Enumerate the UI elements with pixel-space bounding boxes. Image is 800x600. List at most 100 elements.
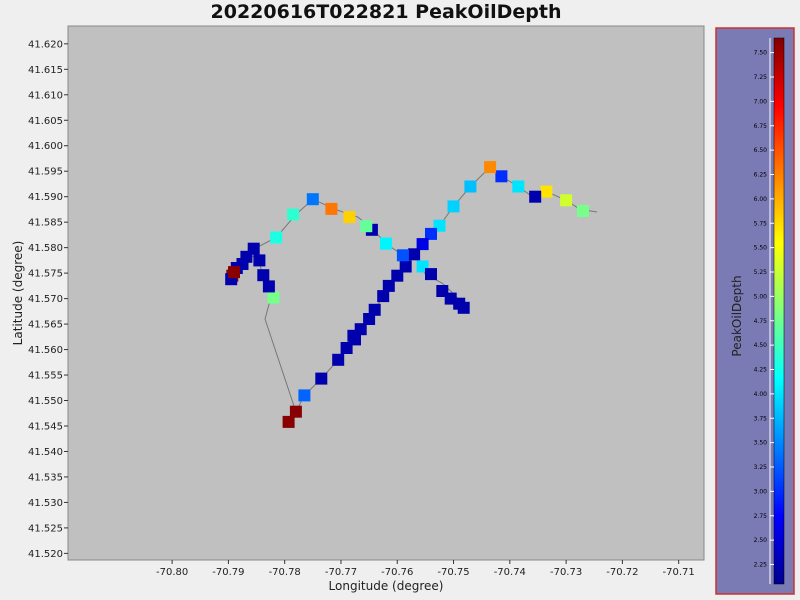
colorbar-panel: 2.25 2.50 2.75 3.00 3.25 3.50 3.75 4.00 4.25 4.50… — [715, 27, 795, 595]
x-tick-label: -70.76 — [381, 567, 413, 578]
data-point — [457, 301, 470, 314]
data-point — [306, 193, 319, 206]
colorbar-tick-label: 5.75 — [754, 220, 768, 227]
colorbar-ticks: 2.25 2.50 2.75 3.00 3.25 3.50 3.75 4.00 4.25 4.50… — [754, 50, 774, 569]
chart-title: 20220616T022821 PeakOilDepth — [210, 1, 562, 23]
data-point — [240, 250, 253, 263]
y-tick-label: 41.570 — [28, 294, 63, 305]
data-point — [464, 180, 477, 193]
x-tick-label: -70.71 — [663, 567, 695, 578]
y-tick-label: 41.580 — [28, 243, 63, 254]
colorbar-tick-label: 7.25 — [754, 74, 768, 81]
colorbar-tick-label: 2.75 — [754, 513, 768, 520]
colorbar-tick-label: 7.50 — [754, 50, 768, 57]
data-point — [289, 405, 302, 418]
data-point — [408, 248, 421, 261]
x-tick-label: -70.75 — [437, 567, 469, 578]
x-tick-label: -70.78 — [269, 567, 301, 578]
colorbar-tick-label: 3.75 — [754, 415, 768, 422]
data-point — [540, 185, 553, 198]
data-point — [396, 249, 409, 262]
x-tick-label: -70.80 — [156, 567, 188, 578]
y-tick-label: 41.535 — [28, 472, 63, 483]
colorbar-tick-label: 6.75 — [754, 123, 768, 130]
x-tick-label: -70.79 — [212, 567, 244, 578]
y-tick-label: 41.540 — [28, 447, 63, 458]
data-point — [287, 208, 300, 221]
data-point — [363, 313, 376, 325]
data-point — [360, 220, 373, 233]
data-point — [380, 237, 392, 250]
colorbar-tick-label: 6.25 — [754, 172, 768, 179]
x-axis: -70.80 -70.79 -70.78 -70.77 -70.76 -70.75 -70.… — [156, 560, 695, 578]
data-point — [267, 291, 280, 304]
y-tick-label: 41.585 — [28, 218, 63, 229]
colorbar-tick-label: 4.00 — [754, 391, 768, 398]
colorbar-tick-label: 4.25 — [754, 367, 768, 374]
colorbar-tick-label: 4.75 — [754, 318, 768, 325]
x-tick-label: -70.74 — [494, 567, 526, 578]
y-tick-label: 41.610 — [28, 90, 63, 101]
data-point — [399, 260, 412, 273]
data-point — [325, 202, 338, 215]
data-point — [529, 190, 542, 203]
colorbar-tick-label: 3.25 — [754, 464, 768, 471]
data-point — [343, 211, 356, 224]
data-point — [253, 254, 266, 267]
colorbar-tick-label: 6.00 — [754, 196, 768, 203]
y-tick-label: 41.595 — [28, 167, 63, 178]
x-axis-label: Longitude (degree) — [329, 579, 444, 593]
x-tick-label: -70.73 — [550, 567, 582, 578]
data-point — [298, 389, 311, 402]
y-tick-label: 41.545 — [28, 421, 63, 432]
y-tick-label: 41.620 — [28, 39, 63, 50]
colorbar-tick-label: 2.50 — [754, 537, 768, 544]
y-tick-label: 41.615 — [28, 65, 63, 76]
y-tick-label: 41.600 — [28, 141, 63, 152]
y-tick-label: 41.590 — [28, 192, 63, 203]
y-tick-label: 41.520 — [28, 549, 63, 560]
y-tick-label: 41.560 — [28, 345, 63, 356]
colorbar-tick-label: 4.50 — [754, 342, 768, 349]
data-point — [560, 194, 573, 207]
data-point — [377, 290, 390, 303]
data-point — [484, 161, 497, 174]
data-point — [447, 200, 460, 213]
data-point — [270, 231, 283, 244]
colorbar-tick-label: 5.50 — [754, 245, 768, 252]
colorbar-tick-label: 3.00 — [754, 488, 768, 495]
data-point — [425, 268, 437, 281]
colorbar-tick-label: 2.25 — [754, 562, 768, 569]
data-point — [382, 279, 395, 292]
colorbar-gradient — [773, 37, 785, 585]
data-point — [416, 238, 429, 251]
x-tick-label: -70.72 — [606, 567, 638, 578]
data-point — [257, 269, 270, 282]
y-axis-label: Latitude (degree) — [11, 241, 25, 346]
data-point — [391, 269, 404, 282]
colorbar-tick-label: 5.00 — [754, 293, 768, 300]
y-tick-label: 41.530 — [28, 498, 63, 509]
colorbar-tick-label: 5.25 — [754, 269, 768, 276]
y-tick-label: 41.565 — [28, 320, 63, 331]
data-point — [340, 342, 353, 354]
colorbar-label: PeakOilDepth — [730, 275, 744, 356]
data-point — [262, 280, 275, 293]
colorbar-tick-label: 3.50 — [754, 440, 768, 447]
y-tick-label: 41.555 — [28, 371, 63, 382]
y-axis: 41.520 41.525 41.530 41.535 41.540 41.545 41.5… — [28, 39, 68, 560]
data-point — [512, 180, 525, 193]
data-point — [332, 353, 345, 366]
data-point — [247, 242, 260, 255]
data-point — [228, 266, 240, 279]
data-point — [577, 205, 589, 217]
y-tick-label: 41.550 — [28, 396, 63, 407]
colorbar-tick-label: 6.50 — [754, 147, 768, 154]
x-tick-label: -70.77 — [325, 567, 357, 578]
data-point — [347, 329, 360, 342]
y-tick-label: 41.525 — [28, 523, 63, 534]
y-tick-label: 41.575 — [28, 269, 63, 280]
colorbar-tick-label: 7.00 — [754, 98, 768, 105]
y-tick-label: 41.605 — [28, 116, 63, 127]
